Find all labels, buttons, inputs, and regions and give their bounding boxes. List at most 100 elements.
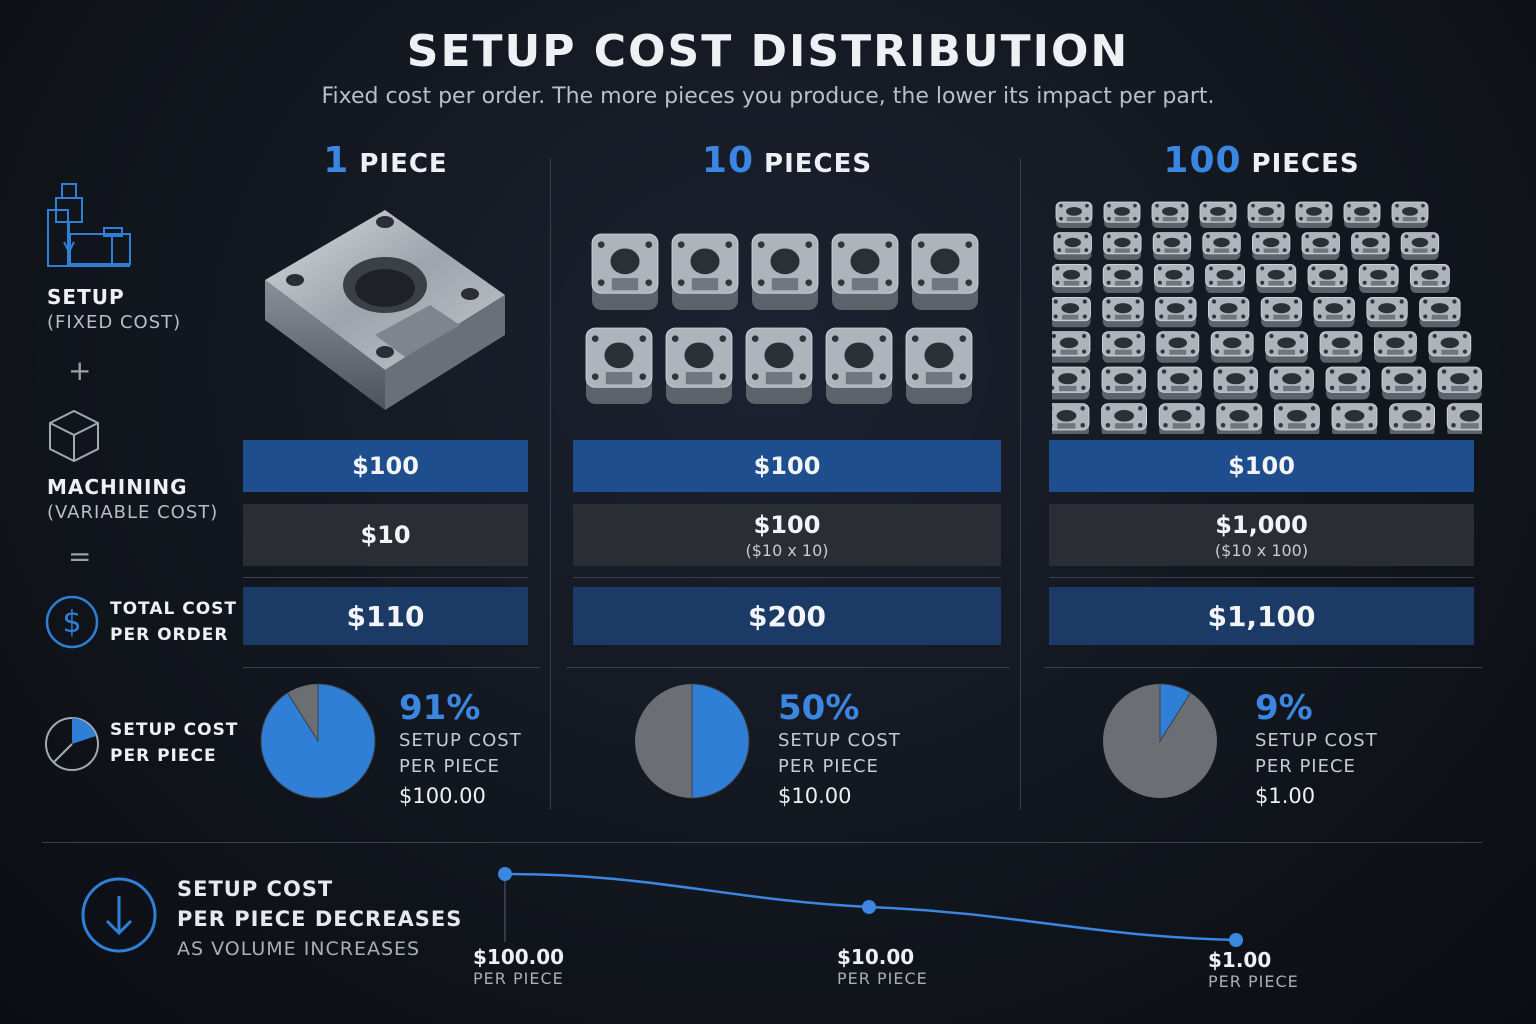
total-cost-value: $200 [748,599,826,633]
setup-cost-value: $100 [352,452,419,480]
machined-part [1157,366,1202,400]
pie-slice-setup [691,683,750,799]
pie-summary: 9% SETUP COST PER PIECE $1.00 [1255,688,1378,808]
trend-point-unit: PER PIECE [1208,972,1299,991]
machined-part [751,233,819,310]
machined-part [1256,264,1297,293]
machined-part [1409,264,1450,293]
machined-part [831,233,899,310]
machined-part [1216,403,1263,434]
trend-point-value: $100.00 [473,945,565,969]
per-piece-label: PER PIECE [399,756,500,777]
setup-cost-bar: $100 [1049,440,1474,492]
setup-percent: 91% [399,688,481,728]
trend-point [1229,933,1243,947]
machined-part [1103,201,1141,228]
trend-caption-line3: AS VOLUME INCREASES [177,938,421,960]
machined-part [1273,403,1320,434]
machined-part [1205,264,1246,293]
setup-cost-label: SETUP COST [399,730,522,751]
machined-part [1331,403,1378,434]
machined-part [1391,201,1429,228]
pie-slice-setup [260,683,376,799]
machined-part [1373,331,1417,363]
machined-part [1102,297,1144,328]
trend-line-chart [498,867,1243,947]
machined-part [1351,232,1390,260]
legend-setup-sub: (FIXED COST) [47,312,182,333]
machined-part [591,233,659,310]
machined-part [1265,331,1309,363]
machined-part [1158,403,1205,434]
per-piece-label: PER PIECE [778,756,879,777]
machined-part [1052,264,1092,293]
cnc-machine-icon [44,182,134,272]
legend-total-line1: TOTAL COST [110,599,237,619]
hundred-parts-image [1052,201,1482,434]
legend-machining-title: MACHINING [47,475,188,499]
machined-part [1103,232,1142,260]
total-cost-bar: $200 [573,587,1001,645]
trend-caption-line1: SETUP COST [177,877,334,901]
machining-cost-note: ($10 x 10) [745,540,829,560]
machined-part [1343,201,1381,228]
trend-point [862,900,876,914]
setup-cost-bar: $100 [243,440,528,492]
setup-cost-bar: $100 [573,440,1001,492]
page-title: SETUP COST DISTRIBUTION [406,26,1130,77]
column-qty: 100 [1163,140,1242,181]
machined-part [1151,201,1189,228]
trend-point-label: $10.00 PER PIECE [837,945,928,988]
column-unit: PIECE [359,149,448,179]
machined-part [1419,297,1461,328]
trend-point-unit: PER PIECE [837,969,928,988]
single-part-image [265,210,505,410]
machined-part [1101,403,1147,434]
legend-per-piece-line1: SETUP COST [110,720,239,740]
machined-part [1389,403,1436,434]
setup-share-pie [1103,683,1217,798]
machined-part [585,327,653,404]
column-qty: 1 [323,140,350,181]
machined-part [1381,366,1426,400]
setup-cost-label: SETUP COST [1255,730,1378,751]
total-cost-bar: $110 [243,587,528,645]
machined-part [1247,201,1285,228]
machining-cost-value: $10 [360,521,411,549]
legend-setup-title: SETUP [47,285,125,309]
machined-part [1213,366,1258,400]
machined-part [1102,264,1143,293]
setup-share-pie [260,683,376,799]
machined-part [1319,331,1363,363]
ten-parts-image [585,233,979,404]
dollar-icon: $ [44,594,100,650]
setup-share-pie [635,683,750,799]
machining-cost-bar: $1,000 ($10 x 100) [1049,504,1474,566]
machined-part [1358,264,1399,293]
row-divider [566,667,1010,668]
machining-cost-bar: $10 [243,504,528,566]
page-subtitle: Fixed cost per order. The more pieces yo… [321,84,1215,109]
svg-text:$: $ [62,605,81,640]
trend-caption-line2: PER PIECE DECREASES [177,907,463,931]
legend-per-piece-line2: PER PIECE [110,746,217,766]
trend-caption: SETUP COST PER PIECE DECREASES AS VOLUME… [177,874,462,960]
machined-part [1202,232,1241,260]
pie-icon [44,716,100,772]
machined-part [1446,403,1482,434]
machined-part [1053,232,1092,260]
pie-slice-setup [1159,683,1192,743]
machined-part [1307,264,1348,293]
setup-percent: 9% [1255,688,1313,728]
column-unit: PIECES [1251,149,1360,179]
per-piece-label: PER PIECE [1255,756,1356,777]
pie-summary: 50% SETUP COST PER PIECE $10.00 [778,688,901,808]
machined-part [1260,297,1303,328]
column-unit: PIECES [764,149,873,179]
machining-cost-note: ($10 x 100) [1214,540,1309,560]
machined-part [1101,366,1146,400]
machined-part [1052,297,1091,328]
machined-part [1251,232,1291,260]
machined-part [745,327,813,404]
arrow-down-circle-icon [80,876,158,954]
